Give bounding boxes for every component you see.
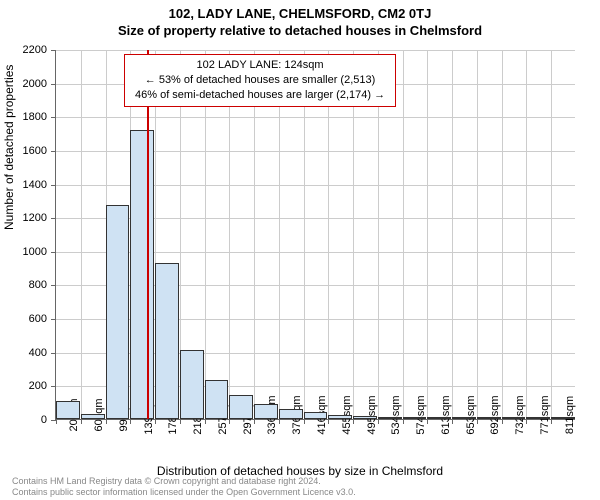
- histogram-bar: [502, 417, 526, 419]
- histogram-bar: [130, 130, 154, 419]
- tick-y: [51, 151, 56, 152]
- tick-x: [353, 419, 354, 424]
- histogram-bar: [353, 416, 377, 419]
- tick-y: [51, 252, 56, 253]
- tick-y: [51, 386, 56, 387]
- tick-x: [229, 419, 230, 424]
- annotation-line2: ← 53% of detached houses are smaller (2,…: [135, 73, 385, 88]
- y-tick-label: 400: [7, 347, 47, 359]
- tick-x: [304, 419, 305, 424]
- gridline-v: [502, 50, 503, 419]
- x-tick-label: 534sqm: [390, 395, 402, 434]
- tick-x: [551, 419, 552, 424]
- tick-y: [51, 353, 56, 354]
- tick-x: [477, 419, 478, 424]
- histogram-bar: [180, 350, 204, 419]
- annotation-line3: 46% of semi-detached houses are larger (…: [135, 88, 385, 103]
- gridline-v: [427, 50, 428, 419]
- tick-x: [106, 419, 107, 424]
- histogram-bar: [254, 404, 278, 419]
- tick-x: [279, 419, 280, 424]
- x-tick-label: 495sqm: [366, 395, 378, 434]
- annotation-line1: 102 LADY LANE: 124sqm: [135, 58, 385, 73]
- tick-x: [130, 419, 131, 424]
- tick-x: [254, 419, 255, 424]
- y-tick-label: 0: [7, 414, 47, 426]
- tick-y: [51, 185, 56, 186]
- footer-line1: Contains HM Land Registry data © Crown c…: [12, 476, 356, 487]
- gridline-v: [81, 50, 82, 419]
- y-tick-label: 1200: [7, 212, 47, 224]
- tick-y: [51, 218, 56, 219]
- histogram-bar: [229, 395, 253, 419]
- x-tick-label: 653sqm: [465, 395, 477, 434]
- tick-x: [502, 419, 503, 424]
- tick-x: [403, 419, 404, 424]
- tick-x: [378, 419, 379, 424]
- y-tick-label: 1400: [7, 179, 47, 191]
- tick-y: [51, 84, 56, 85]
- histogram-bar: [551, 417, 575, 419]
- y-tick-label: 2000: [7, 78, 47, 90]
- gridline-v: [526, 50, 527, 419]
- footer: Contains HM Land Registry data © Crown c…: [12, 476, 356, 498]
- y-tick-label: 1600: [7, 145, 47, 157]
- histogram-bar: [304, 412, 328, 419]
- histogram-bar: [403, 417, 427, 419]
- histogram-bar: [378, 417, 402, 419]
- tick-x: [427, 419, 428, 424]
- x-tick-label: 574sqm: [415, 395, 427, 434]
- y-tick-label: 2200: [7, 44, 47, 56]
- footer-line2: Contains public sector information licen…: [12, 487, 356, 498]
- tick-y: [51, 117, 56, 118]
- tick-x: [81, 419, 82, 424]
- title-main: 102, LADY LANE, CHELMSFORD, CM2 0TJ: [0, 0, 600, 21]
- histogram-bar: [328, 415, 352, 419]
- tick-x: [452, 419, 453, 424]
- histogram-bar: [477, 417, 501, 419]
- x-tick-label: 811sqm: [564, 396, 576, 434]
- y-tick-label: 1000: [7, 246, 47, 258]
- histogram-bar: [452, 417, 476, 419]
- plot-area: 0200400600800100012001400160018002000220…: [55, 50, 575, 420]
- x-tick-label: 692sqm: [489, 395, 501, 434]
- histogram-bar: [155, 263, 179, 419]
- gridline-v: [452, 50, 453, 419]
- title-sub: Size of property relative to detached ho…: [0, 21, 600, 38]
- histogram-bar: [205, 380, 229, 419]
- histogram-bar: [427, 417, 451, 419]
- gridline-v: [403, 50, 404, 419]
- gridline-v: [551, 50, 552, 419]
- gridline-h: [56, 117, 575, 118]
- chart-container: 102, LADY LANE, CHELMSFORD, CM2 0TJ Size…: [0, 0, 600, 500]
- tick-x: [180, 419, 181, 424]
- tick-x: [155, 419, 156, 424]
- tick-x: [526, 419, 527, 424]
- y-tick-label: 1800: [7, 111, 47, 123]
- gridline-v: [477, 50, 478, 419]
- annotation-box: 102 LADY LANE: 124sqm ← 53% of detached …: [124, 54, 396, 107]
- tick-x: [56, 419, 57, 424]
- y-tick-label: 200: [7, 380, 47, 392]
- x-tick-label: 613sqm: [440, 395, 452, 434]
- tick-y: [51, 285, 56, 286]
- tick-x: [328, 419, 329, 424]
- histogram-bar: [81, 414, 105, 419]
- histogram-bar: [526, 417, 550, 419]
- histogram-bar: [279, 409, 303, 419]
- y-tick-label: 600: [7, 313, 47, 325]
- histogram-bar: [106, 205, 130, 419]
- tick-y: [51, 319, 56, 320]
- x-tick-label: 771sqm: [539, 395, 551, 434]
- x-tick-label: 732sqm: [514, 395, 526, 434]
- histogram-bar: [56, 401, 80, 420]
- tick-y: [51, 50, 56, 51]
- gridline-h: [56, 50, 575, 51]
- tick-x: [205, 419, 206, 424]
- y-tick-label: 800: [7, 279, 47, 291]
